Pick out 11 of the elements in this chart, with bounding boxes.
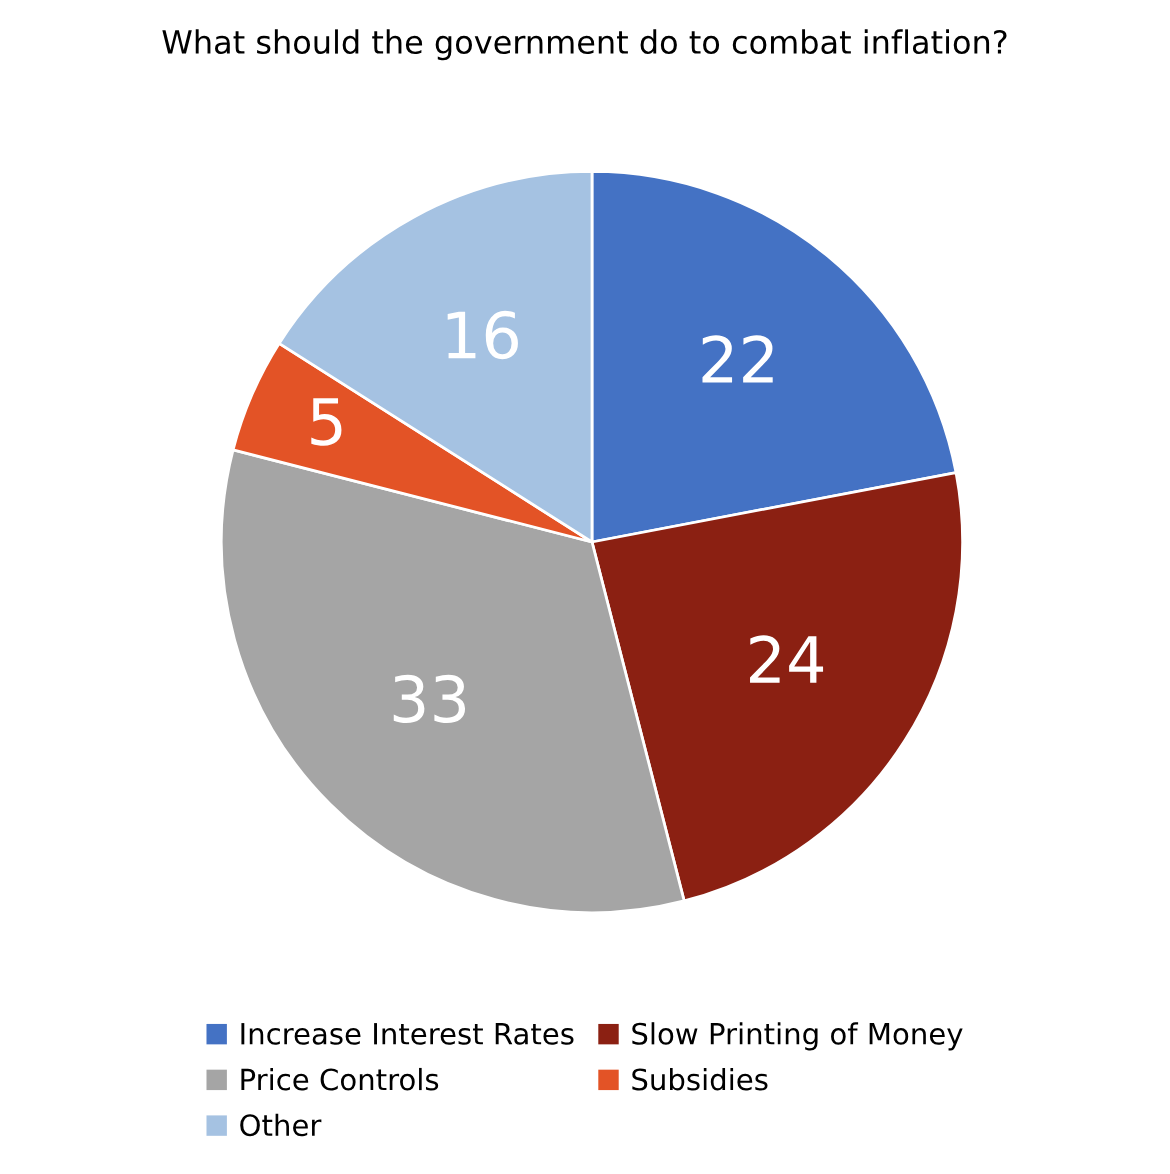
data-label: 16	[447, 310, 518, 360]
data-label: 22	[702, 335, 773, 383]
chart-title: What should the government do to combat inflation?	[162, 29, 1007, 61]
legend-label: Subsidies	[632, 1067, 768, 1091]
data-label: 24	[750, 635, 824, 683]
legend-label: Other	[240, 1113, 322, 1137]
legend-label: Slow Printing of Money	[632, 1022, 963, 1051]
data-label: 5	[311, 398, 342, 446]
legend-label: Increase Interest Rates	[241, 1023, 574, 1045]
data-label: 33	[393, 674, 466, 724]
legend-label: Price Controls	[241, 1067, 439, 1091]
